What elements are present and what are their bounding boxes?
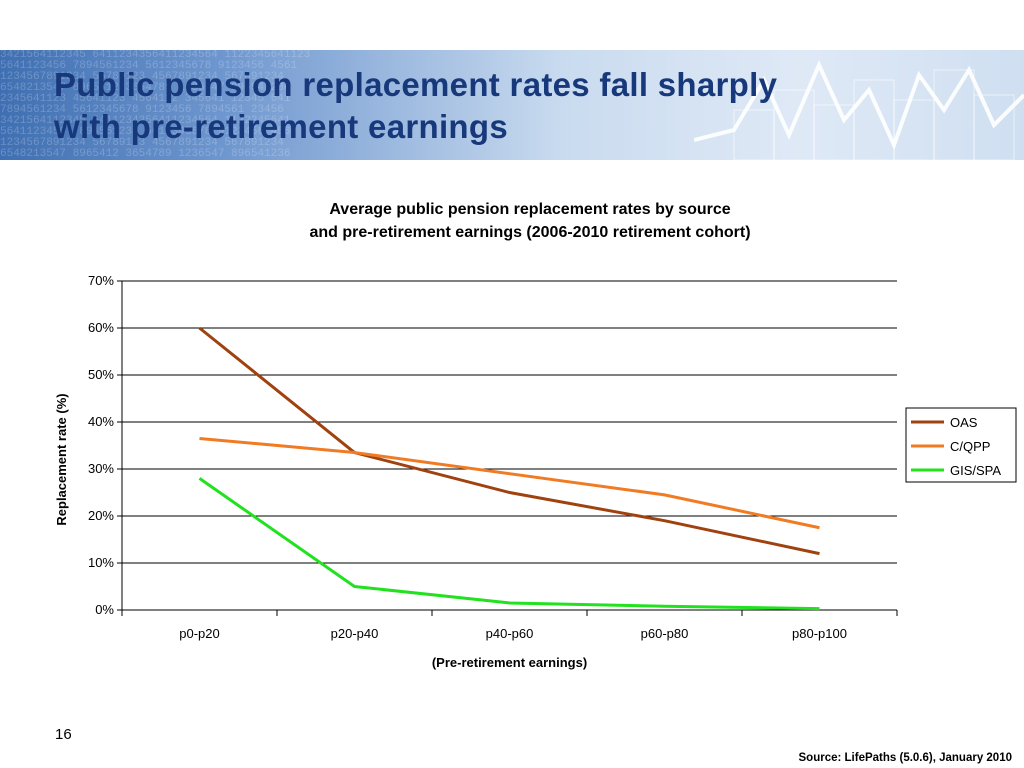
legend-label-oas: OAS (950, 415, 978, 430)
y-tick-label: 50% (88, 367, 114, 382)
y-axis-label: Replacement rate (%) (54, 393, 69, 525)
chart-title-line-2: and pre-retirement earnings (2006-2010 r… (309, 224, 751, 241)
x-axis-label: (Pre-retirement earnings) (432, 655, 587, 670)
y-tick-label: 60% (88, 320, 114, 335)
x-tick-label: p80-p100 (792, 626, 847, 641)
x-tick-label: p20-p40 (331, 626, 379, 641)
title-banner: 3421564112345 6411234356411234564 112234… (0, 50, 1024, 160)
x-tick-label: p0-p20 (179, 626, 219, 641)
y-tick-label: 0% (95, 602, 114, 617)
chart-title: Average public pension replacement rates… (220, 198, 840, 244)
y-tick-label: 70% (88, 273, 114, 288)
x-tick-label: p60-p80 (641, 626, 689, 641)
x-tick-label: p40-p60 (486, 626, 534, 641)
y-tick-label: 10% (88, 555, 114, 570)
slide-title-line-1: Public pension replacement rates fall sh… (54, 66, 778, 103)
banner-number-pattern: 3421564112345 6411234356411234564 112234… (0, 50, 311, 160)
chart-title-line-1: Average public pension replacement rates… (329, 201, 731, 218)
series-line-oas (198, 326, 820, 556)
legend-label-gis-spa: GIS/SPA (950, 463, 1001, 478)
series-line-gis-spa (198, 477, 820, 611)
slide-title: Public pension replacement rates fall sh… (54, 64, 777, 148)
y-tick-label: 30% (88, 461, 114, 476)
y-tick-label: 20% (88, 508, 114, 523)
slide-title-line-2: with pre-retirement earnings (54, 108, 508, 145)
legend-label-c-qpp: C/QPP (950, 439, 990, 454)
series-line-c-qpp (199, 436, 820, 530)
y-tick-label: 40% (88, 414, 114, 429)
page-number: 16 (55, 726, 72, 743)
banner-stock-graphic (694, 60, 1024, 160)
source-note: Source: LifePaths (5.0.6), January 2010 (798, 752, 1012, 764)
